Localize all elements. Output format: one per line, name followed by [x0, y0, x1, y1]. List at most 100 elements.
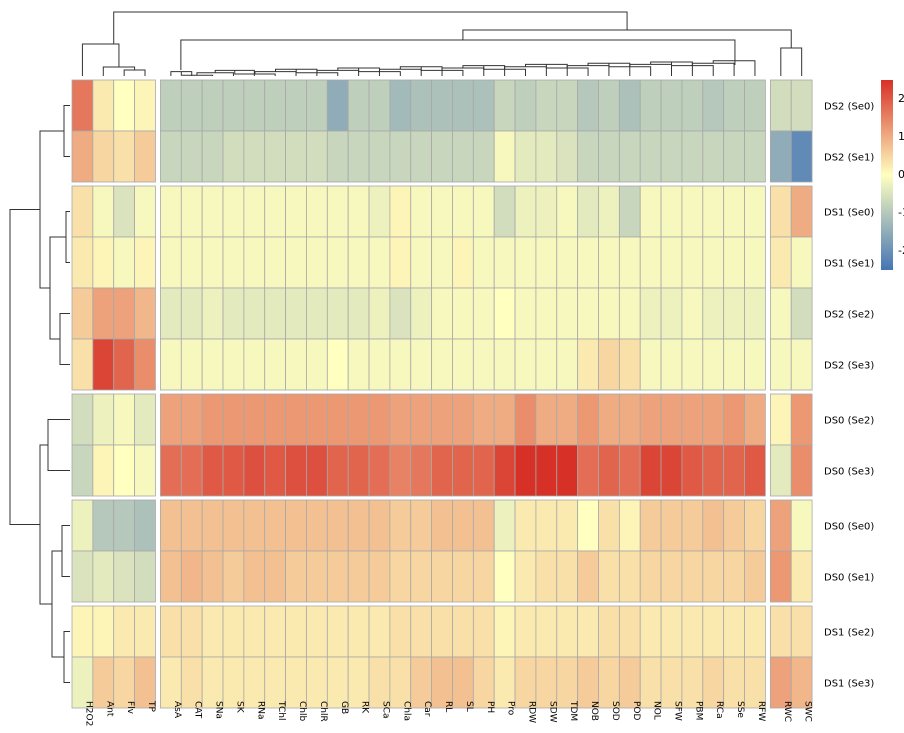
- heatmap-cell: [326, 605, 349, 658]
- row-label: DS2 (Se2): [824, 310, 874, 321]
- heatmap-cell: [264, 130, 286, 183]
- heatmap-cell: [92, 130, 115, 183]
- heatmap-cell: [180, 393, 203, 446]
- heatmap-cell: [431, 79, 453, 132]
- heatmap-cell: [180, 79, 203, 132]
- row-labels: DS2 (Se0) DS2 (Se1) DS1 (Se0) DS1 (Se1) DS2 …: [824, 102, 874, 690]
- heatmap-cell: [452, 185, 474, 238]
- heatmap-cell: [769, 444, 792, 497]
- heatmap-cell: [577, 130, 599, 183]
- heatmap-cell: [702, 79, 725, 132]
- heatmap-cell: [598, 185, 620, 238]
- heatmap-cell: [660, 444, 683, 497]
- heatmap-cell: [744, 79, 766, 132]
- heatmap-cell: [744, 287, 766, 340]
- heatmap-cell: [113, 550, 135, 603]
- heatmap-cell: [790, 444, 813, 497]
- heatmap-cell: [556, 444, 579, 497]
- heatmap-cell: [264, 605, 286, 658]
- heatmap-cell: [723, 79, 745, 132]
- dendrogram-branch: [81, 43, 120, 76]
- heatmap-cell: [556, 605, 579, 658]
- heatmap-cell: [723, 287, 745, 340]
- row-label: DS2 (Se1): [824, 153, 874, 164]
- heatmap-cell: [702, 499, 725, 552]
- heatmap-cell: [113, 605, 135, 658]
- heatmap-cell: [723, 550, 745, 603]
- heatmap-cell: [285, 605, 307, 658]
- heatmap-cell: [134, 79, 156, 132]
- dendrogram-branch: [123, 69, 146, 76]
- heatmap-cell: [514, 79, 537, 132]
- heatmap-cell: [134, 444, 156, 497]
- column-label: AsA: [172, 701, 182, 719]
- column-label: NOB: [589, 701, 599, 721]
- heatmap-cell: [702, 236, 725, 289]
- heatmap-cell: [639, 185, 662, 238]
- heatmap-cell: [639, 130, 662, 183]
- column-dendrogram: [81, 11, 803, 76]
- heatmap-cell: [113, 338, 135, 391]
- heatmap-cell: [681, 338, 704, 391]
- column-label: SNa: [214, 701, 224, 719]
- heatmap-cell: [702, 444, 725, 497]
- heatmap-cell: [410, 185, 433, 238]
- heatmap-cell: [410, 393, 433, 446]
- heatmap-cell: [71, 338, 94, 391]
- heatmap-cell: [201, 130, 224, 183]
- heatmap-cell: [389, 338, 412, 391]
- dendrogram-branch: [462, 29, 792, 48]
- heatmap-cell: [535, 236, 558, 289]
- heatmap-cell: [389, 79, 412, 132]
- heatmap-cell: [71, 499, 94, 552]
- heatmap-cell: [71, 550, 94, 603]
- heatmap-cell: [201, 499, 224, 552]
- heatmap-cell: [326, 185, 349, 238]
- heatmap-cell: [618, 550, 641, 603]
- heatmap-cell: [514, 130, 537, 183]
- column-label: CAT: [193, 701, 203, 719]
- heatmap-cell: [769, 550, 792, 603]
- heatmap-cell: [410, 550, 433, 603]
- heatmap-cell: [222, 444, 245, 497]
- heatmap-cell: [201, 79, 224, 132]
- dendrogram-branch: [39, 444, 52, 605]
- heatmap-cell: [389, 605, 412, 658]
- heatmap-cell: [222, 605, 245, 658]
- dendrogram-branch: [113, 11, 628, 44]
- column-label: RFW: [756, 701, 766, 721]
- heatmap-cell: [723, 236, 745, 289]
- heatmap-cell: [598, 236, 620, 289]
- heatmap-cell: [769, 605, 792, 658]
- heatmap-cell: [347, 338, 370, 391]
- heatmap-cell: [769, 393, 792, 446]
- heatmap-cell: [326, 287, 349, 340]
- heatmap-cell: [160, 338, 182, 391]
- heatmap-cell: [410, 499, 433, 552]
- heatmap-cell: [681, 444, 704, 497]
- heatmap-cell: [243, 338, 266, 391]
- heatmap-cell: [639, 605, 662, 658]
- heatmap-cell: [285, 338, 307, 391]
- heatmap-cell: [577, 287, 599, 340]
- heatmap-cell: [472, 550, 495, 603]
- heatmap-cell: [347, 130, 370, 183]
- heatmap-cell: [134, 393, 156, 446]
- heatmap-cell: [160, 236, 182, 289]
- heatmap-cell: [201, 605, 224, 658]
- heatmap-cell: [618, 236, 641, 289]
- heatmap-cell: [201, 287, 224, 340]
- heatmap-cell: [243, 444, 266, 497]
- heatmap-cell: [472, 605, 495, 658]
- heatmap-cell: [452, 338, 474, 391]
- dendrogram-branch: [61, 525, 70, 577]
- heatmap-cell: [134, 185, 156, 238]
- heatmap-cell: [790, 550, 813, 603]
- column-label: TP: [146, 700, 156, 712]
- heatmap-cell: [201, 393, 224, 446]
- heatmap-cell: [306, 605, 328, 658]
- heatmap-cell: [790, 130, 813, 183]
- dendrogram-branch: [9, 209, 40, 525]
- dendrogram-branch: [59, 313, 70, 365]
- heatmap-cell: [535, 444, 558, 497]
